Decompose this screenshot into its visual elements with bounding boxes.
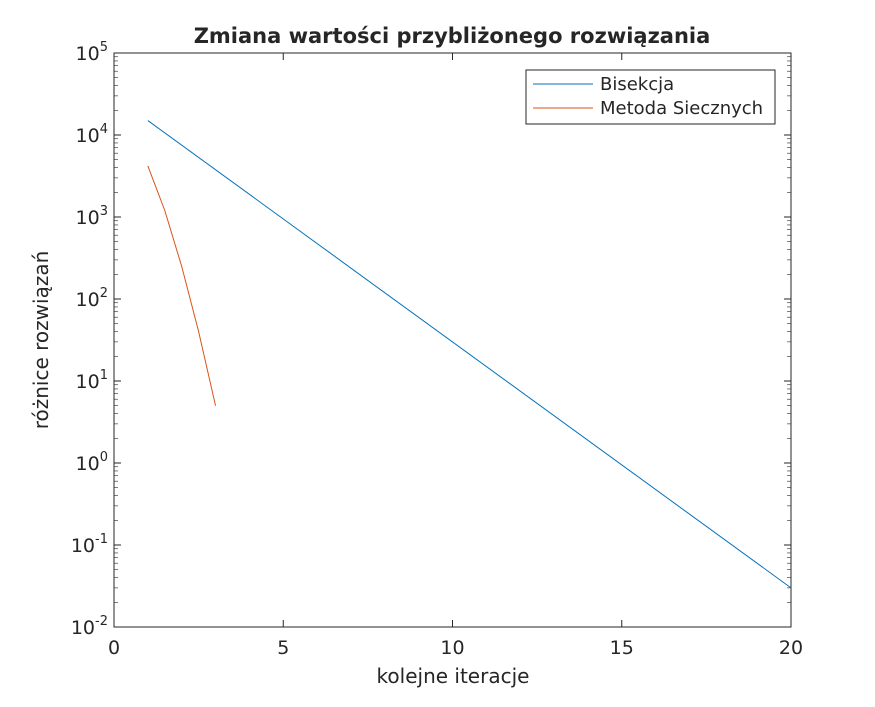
- series-lines: [147, 120, 792, 589]
- plot-area: [113, 52, 792, 628]
- x-tick-label: 20: [779, 637, 803, 659]
- legend-label-metoda-siecznych: Metoda Siecznych: [600, 98, 763, 119]
- legend[interactable]: Bisekcja Metoda Siecznych: [525, 69, 776, 125]
- y-tick-label: 101: [76, 368, 108, 393]
- y-axis-label: różnice rozwiązań: [29, 251, 53, 430]
- x-tick-label: 5: [277, 637, 289, 659]
- x-tick-label: 0: [108, 637, 120, 659]
- legend-label-bisekcja: Bisekcja: [600, 74, 674, 95]
- y-tick-label: 10-2: [71, 614, 108, 639]
- y-tick-label: 103: [76, 204, 108, 229]
- y-tick-label: 104: [76, 122, 108, 147]
- x-axis-label: kolejne iteracje: [377, 664, 530, 688]
- y-tick-label: 105: [76, 40, 108, 65]
- chart-title: Zmiana wartości przybliżonego rozwiązani…: [194, 24, 711, 48]
- y-tick-label: 102: [76, 286, 108, 311]
- series-line-bisekcja: [147, 120, 792, 589]
- axis-ticks: 0 5 10 15 20 10-2 10-1 100 101 102 103 104 105: [71, 40, 803, 659]
- y-tick-label: 100: [76, 450, 108, 475]
- x-tick-label: 15: [610, 637, 634, 659]
- legend-box: [525, 69, 776, 125]
- y-tick-label: 10-1: [71, 532, 108, 557]
- series-line-metoda-siecznych: [147, 165, 217, 406]
- x-tick-label: 10: [440, 637, 464, 659]
